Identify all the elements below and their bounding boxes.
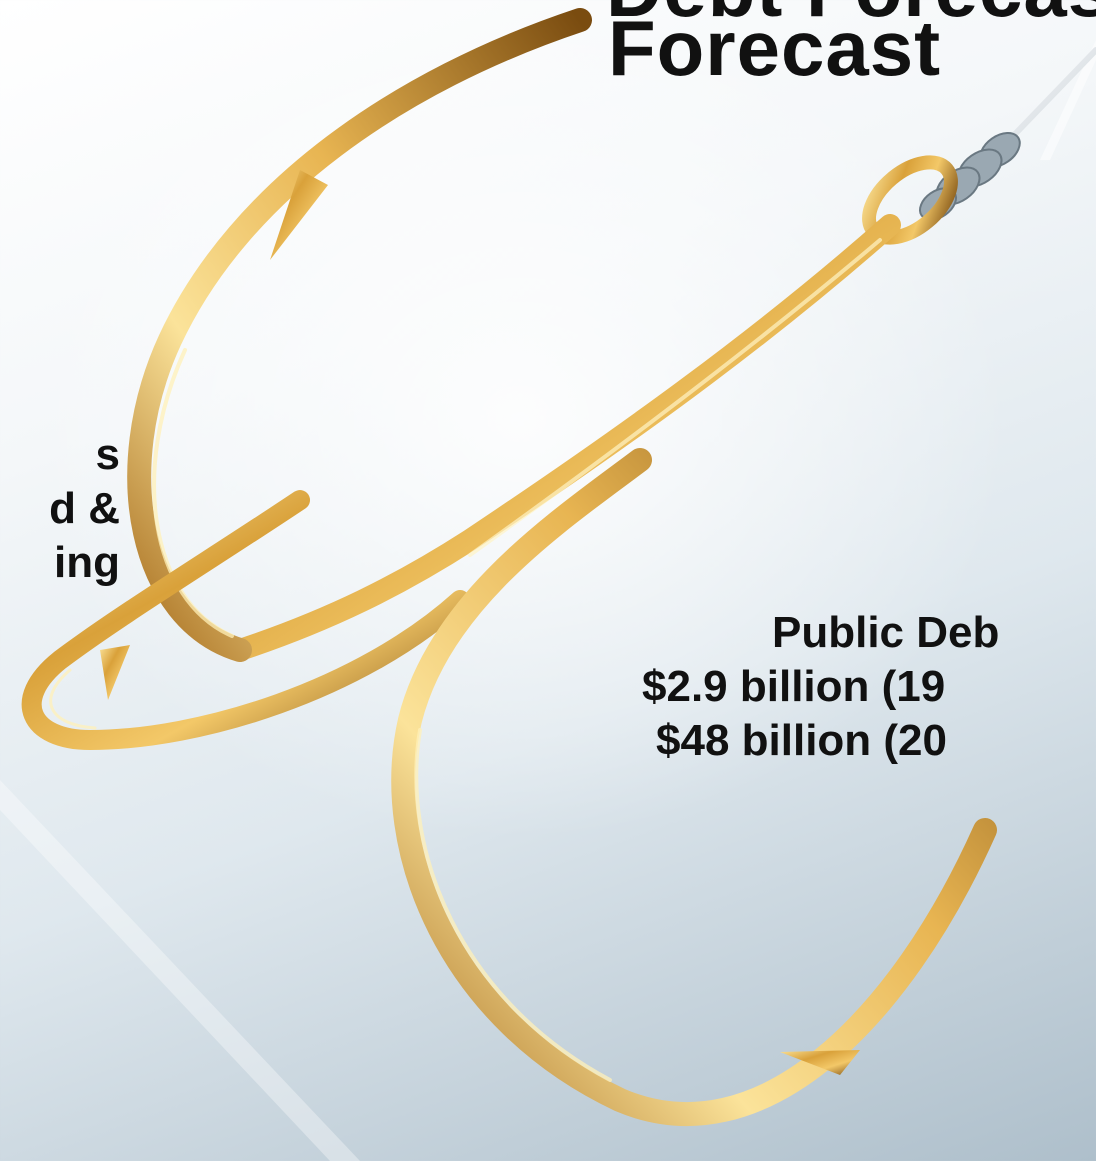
public-debt-block: Public Deb $2.9 billion (19 $48 billion …: [640, 606, 1096, 768]
left-text-line: d &: [49, 484, 120, 533]
left-text-line: ing: [54, 538, 120, 587]
page-title: Forecast: [608, 4, 942, 92]
public-debt-value-2: $48 billion (20: [656, 716, 947, 765]
title-partial-top: Debt Forecast: [606, 0, 1096, 35]
left-text-block: s d & ing: [0, 428, 120, 590]
left-text-line: s: [95, 430, 120, 479]
public-debt-value-1: $2.9 billion (19: [642, 662, 946, 711]
public-debt-label: Public Deb: [772, 608, 1000, 657]
